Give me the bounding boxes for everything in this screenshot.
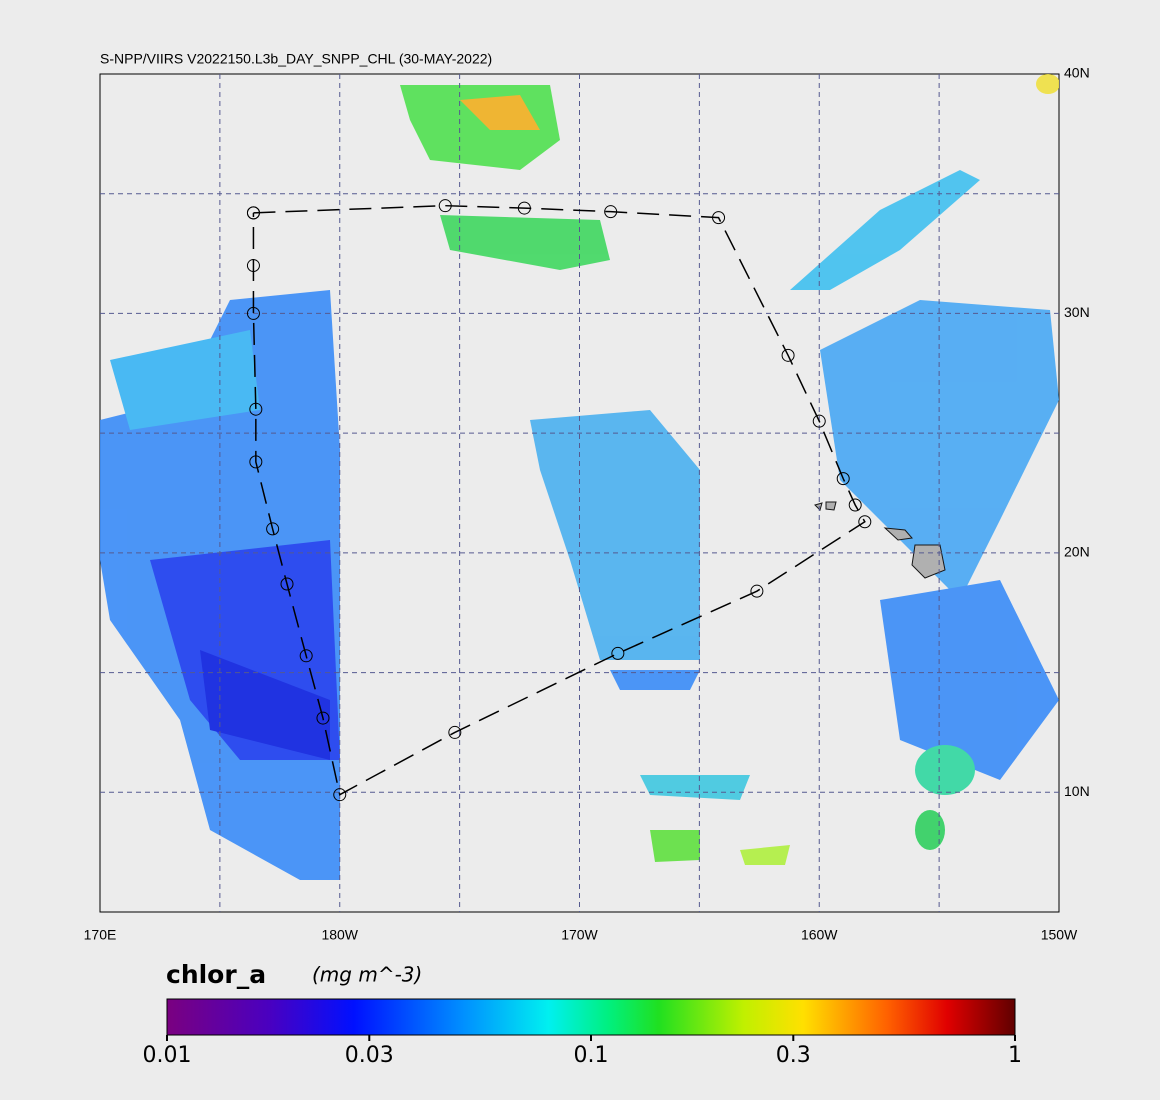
waypoint bbox=[781, 348, 795, 362]
waypoint bbox=[750, 584, 764, 598]
chlorophyll-field bbox=[100, 74, 1059, 880]
data-patch bbox=[915, 745, 975, 795]
map-title: S-NPP/VIIRS V2022150.L3b_DAY_SNPP_CHL (3… bbox=[100, 51, 492, 67]
coordinate-labels: 170E 180W 170W 160W 150W 10N 20N 30N 40N bbox=[84, 65, 1090, 943]
lat-label: 20N bbox=[1064, 544, 1090, 560]
waypoint bbox=[848, 498, 862, 512]
variable-name: chlor_a bbox=[166, 960, 266, 989]
colorbar-label: 0.01 bbox=[143, 1043, 192, 1068]
waypoint bbox=[517, 201, 531, 215]
waypoint bbox=[246, 306, 260, 320]
flight-track bbox=[246, 199, 872, 802]
waypoint bbox=[249, 455, 263, 469]
data-patch bbox=[915, 810, 945, 850]
waypoint bbox=[249, 402, 263, 416]
lat-label: 10N bbox=[1064, 783, 1090, 799]
data-patch bbox=[440, 215, 610, 270]
lon-label: 170W bbox=[561, 927, 598, 943]
data-patch bbox=[650, 830, 700, 862]
colorbar-ticks: 0.01 0.03 0.1 0.3 1 bbox=[143, 1035, 1022, 1068]
data-patch bbox=[610, 670, 700, 690]
waypoint bbox=[448, 725, 462, 739]
lon-label: 180W bbox=[321, 927, 358, 943]
waypoint bbox=[266, 522, 280, 536]
variable-units: (mg m^-3) bbox=[312, 963, 422, 987]
colorbar-label: 0.03 bbox=[345, 1043, 394, 1068]
island bbox=[825, 501, 837, 511]
waypoint bbox=[712, 211, 726, 225]
colorbar bbox=[166, 998, 1016, 1036]
data-patch bbox=[820, 300, 1059, 600]
track-line bbox=[252, 204, 866, 796]
waypoint bbox=[858, 515, 872, 529]
island bbox=[883, 527, 913, 541]
data-patch bbox=[200, 650, 330, 760]
waypoint bbox=[604, 205, 618, 219]
waypoint bbox=[246, 206, 260, 220]
waypoint bbox=[836, 472, 850, 486]
data-patch bbox=[530, 410, 700, 660]
waypoint bbox=[438, 199, 452, 213]
waypoint bbox=[299, 649, 313, 663]
data-patch bbox=[740, 845, 790, 865]
data-patch bbox=[110, 330, 260, 430]
lat-label: 40N bbox=[1064, 65, 1090, 81]
data-patch bbox=[1036, 74, 1059, 94]
data-patch bbox=[790, 170, 980, 290]
waypoint bbox=[316, 711, 330, 725]
waypoint bbox=[812, 414, 826, 428]
colorbar-label: 0.1 bbox=[574, 1043, 609, 1068]
lat-label: 30N bbox=[1064, 304, 1090, 320]
lon-label: 170E bbox=[84, 927, 117, 943]
lon-label: 160W bbox=[801, 927, 838, 943]
waypoint bbox=[611, 646, 625, 660]
colorbar-label: 0.3 bbox=[776, 1043, 811, 1068]
island bbox=[814, 502, 823, 511]
data-patch bbox=[880, 580, 1059, 780]
data-patch bbox=[460, 95, 540, 130]
waypoint bbox=[246, 259, 260, 273]
waypoint bbox=[280, 577, 294, 591]
data-patch bbox=[640, 775, 750, 800]
colorbar-label: 1 bbox=[1008, 1043, 1022, 1068]
waypoint bbox=[333, 788, 347, 802]
lon-label: 150W bbox=[1041, 927, 1078, 943]
